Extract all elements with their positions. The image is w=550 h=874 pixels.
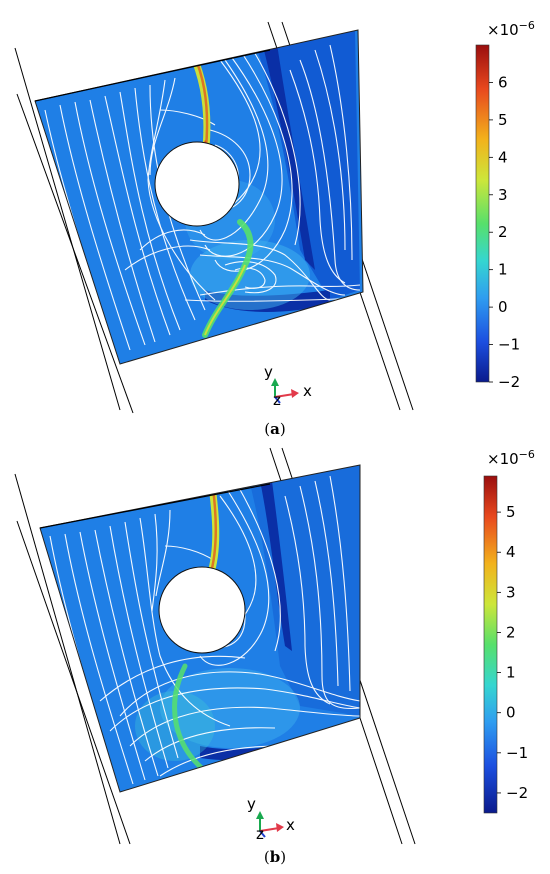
colorbar-exponent: −6 — [519, 19, 535, 32]
colorbar-tick-label: 1 — [506, 664, 516, 682]
colorbar-tick-label: 4 — [498, 148, 508, 166]
cylinder-a — [154, 141, 240, 227]
colorbar-multiplier: ×10 — [487, 21, 519, 39]
plot-b: y z x ×10−6 5 4 3 2 1 0 −1 −2 — [14, 447, 535, 845]
colorbar-tick-label: 6 — [498, 73, 508, 91]
colorbar-tick-label: −1 — [506, 744, 528, 762]
panel-a: y z x ×10−6 6 5 4 3 2 1 0 −1 −2 (a) — [14, 19, 535, 438]
colorbar-tick-label: 5 — [506, 503, 516, 521]
svg-text:×10−6: ×10−6 — [487, 19, 535, 39]
colorbar-multiplier: ×10 — [487, 450, 519, 468]
axis-triad-b: y z x — [247, 795, 295, 843]
axis-label-z: z — [273, 391, 281, 409]
colorbar-tick-label: 1 — [498, 261, 508, 279]
svg-text:×10−6: ×10−6 — [487, 448, 535, 468]
colorbar-tick-label: 0 — [506, 704, 516, 722]
colorbar-tick-label: 2 — [498, 223, 508, 241]
colorbar-tick-label: −2 — [498, 373, 520, 391]
axis-label-x: x — [286, 816, 295, 834]
channel-wall-left-outer — [14, 47, 121, 411]
panel-b: y z x ×10−6 5 4 3 2 1 0 −1 −2 (b) — [0, 446, 550, 874]
cylinder-b — [158, 566, 246, 654]
colorbar-exponent: −6 — [519, 448, 535, 461]
colorbar-a: ×10−6 6 5 4 3 2 1 0 −1 −2 — [475, 19, 535, 391]
axis-triad-a: y z x — [264, 363, 312, 409]
caption-a: (a) — [264, 420, 286, 438]
colorbar-tick-label: −2 — [506, 784, 528, 802]
plate-outline-b — [39, 464, 361, 793]
colorbar-tick-label: 3 — [498, 186, 508, 204]
streamlines-b — [49, 475, 360, 787]
colorbar-tick-label: 2 — [506, 623, 516, 641]
channel-wall-left-inner — [16, 520, 131, 845]
axis-label-y: y — [247, 795, 256, 813]
colorbar-gradient — [483, 475, 498, 814]
colorbar-tick-label: 0 — [498, 298, 508, 316]
axis-label-y: y — [264, 363, 273, 381]
colorbar-tick-label: −1 — [498, 336, 520, 354]
axis-label-x: x — [303, 382, 312, 400]
channel-wall-left-outer — [14, 473, 121, 845]
colorbar-tick-label: 3 — [506, 583, 516, 601]
axis-label-z: z — [256, 825, 264, 843]
channel-wall-left-inner — [16, 93, 134, 414]
colorbar-gradient — [475, 44, 490, 383]
colorbar-b: ×10−6 5 4 3 2 1 0 −1 −2 — [483, 448, 535, 814]
plot-a: y z x ×10−6 6 5 4 3 2 1 0 −1 −2 — [14, 19, 535, 414]
colorbar-tick-label: 4 — [506, 543, 516, 561]
colorbar-tick-label: 5 — [498, 111, 508, 129]
caption-b: (b) — [263, 848, 287, 866]
